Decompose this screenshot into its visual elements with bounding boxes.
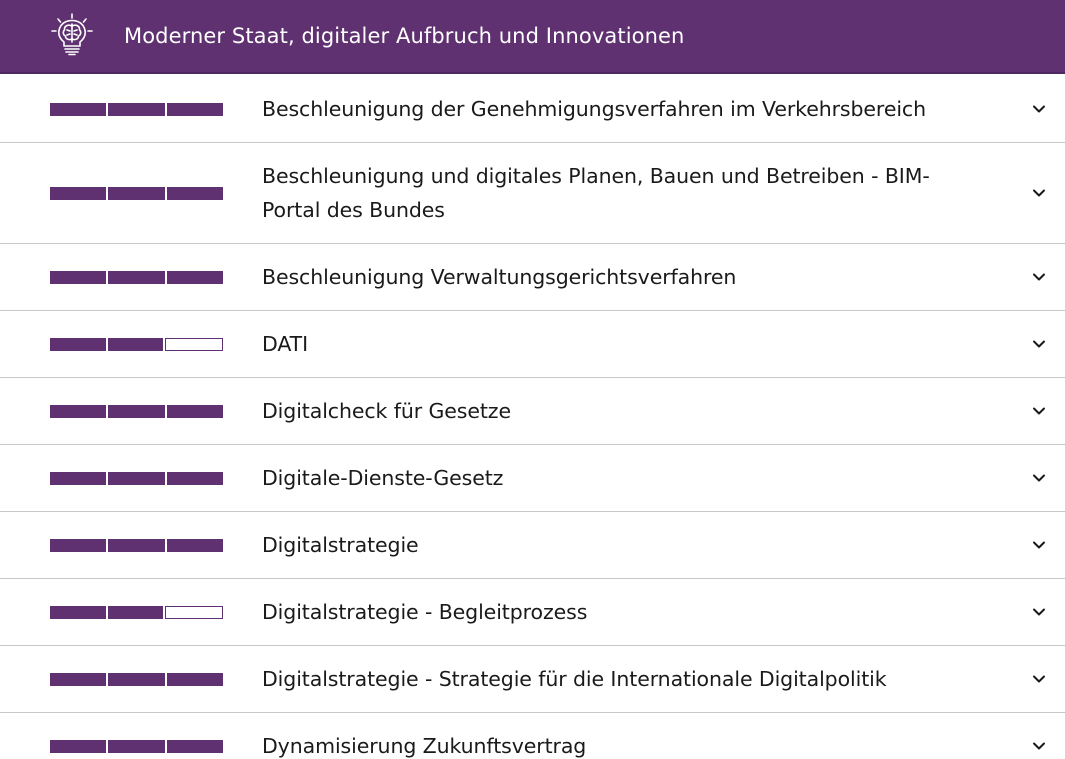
progress-segment-filled (166, 405, 223, 418)
list-item[interactable]: Digitalstrategie (0, 512, 1065, 579)
progress-segment-filled (108, 673, 165, 686)
progress-indicator (50, 673, 223, 686)
chevron-down-icon[interactable] (1031, 470, 1047, 486)
list-item[interactable]: Digitale-Dienste-Gesetz (0, 445, 1065, 512)
list-item-label: Beschleunigung und digitales Planen, Bau… (262, 164, 930, 222)
progress-segment-filled (50, 338, 106, 351)
list-item-label: Dynamisierung Zukunftsvertrag (262, 734, 587, 758)
chevron-down-icon[interactable] (1031, 738, 1047, 754)
progress-segment-filled (108, 271, 165, 284)
list-item-label: Beschleunigung der Genehmigungsverfahren… (262, 97, 926, 121)
progress-segment-empty (165, 606, 224, 619)
progress-indicator (50, 187, 223, 200)
progress-segment-filled (166, 740, 223, 753)
list-item[interactable]: Digitalstrategie - Begleitprozess (0, 579, 1065, 646)
progress-segment-filled (50, 539, 107, 552)
progress-segment-filled (166, 271, 223, 284)
list-item-label: Digitalstrategie - Strategie für die Int… (262, 667, 887, 691)
list-item[interactable]: Beschleunigung und digitales Planen, Bau… (0, 143, 1065, 244)
section-header[interactable]: Moderner Staat, digitaler Aufbruch und I… (0, 0, 1065, 74)
list-item[interactable]: Dynamisierung Zukunftsvertrag (0, 713, 1065, 759)
progress-indicator (50, 405, 223, 418)
list-item[interactable]: Digitalcheck für Gesetze (0, 378, 1065, 445)
progress-segment-filled (107, 606, 164, 619)
progress-indicator (50, 539, 223, 552)
progress-segment-filled (50, 673, 107, 686)
chevron-down-icon[interactable] (1031, 101, 1047, 117)
chevron-down-icon[interactable] (1031, 604, 1047, 620)
progress-indicator (50, 338, 224, 351)
progress-segment-filled (50, 271, 107, 284)
progress-segment-filled (166, 673, 223, 686)
progress-segment-filled (107, 338, 164, 351)
progress-segment-filled (108, 539, 165, 552)
progress-indicator (50, 103, 223, 116)
progress-segment-filled (108, 187, 165, 200)
progress-segment-filled (50, 472, 107, 485)
list-item-label: Digitale-Dienste-Gesetz (262, 466, 504, 490)
chevron-down-icon[interactable] (1031, 269, 1047, 285)
progress-segment-filled (50, 405, 107, 418)
list-item[interactable]: Digitalstrategie - Strategie für die Int… (0, 646, 1065, 713)
progress-segment-filled (166, 472, 223, 485)
list-item[interactable]: Beschleunigung der Genehmigungsverfahren… (0, 76, 1065, 143)
progress-segment-filled (166, 103, 223, 116)
chevron-down-icon[interactable] (1031, 185, 1047, 201)
list-item[interactable]: DATI (0, 311, 1065, 378)
list-item-label: Digitalstrategie (262, 533, 419, 557)
chevron-down-icon[interactable] (1031, 403, 1047, 419)
progress-segment-filled (108, 740, 165, 753)
project-list: Beschleunigung der Genehmigungsverfahren… (0, 76, 1065, 759)
progress-indicator (50, 472, 223, 485)
progress-indicator (50, 740, 223, 753)
chevron-down-icon[interactable] (1031, 671, 1047, 687)
progress-indicator (50, 606, 224, 619)
progress-segment-filled (50, 103, 107, 116)
list-item-label: Beschleunigung Verwaltungsgerichtsverfah… (262, 265, 737, 289)
progress-segment-filled (50, 740, 107, 753)
list-item-label: Digitalstrategie - Begleitprozess (262, 600, 588, 624)
progress-segment-filled (108, 103, 165, 116)
lightbulb-brain-icon (51, 13, 93, 56)
progress-segment-filled (108, 472, 165, 485)
progress-segment-filled (50, 606, 106, 619)
progress-segment-filled (50, 187, 107, 200)
progress-indicator (50, 271, 223, 284)
progress-segment-filled (166, 187, 223, 200)
chevron-down-icon[interactable] (1031, 537, 1047, 553)
progress-segment-filled (108, 405, 165, 418)
section-title: Moderner Staat, digitaler Aufbruch und I… (124, 24, 685, 48)
list-item-label: DATI (262, 332, 309, 356)
progress-segment-empty (165, 338, 224, 351)
progress-segment-filled (166, 539, 223, 552)
list-item-label: Digitalcheck für Gesetze (262, 399, 511, 423)
chevron-down-icon[interactable] (1031, 336, 1047, 352)
list-item[interactable]: Beschleunigung Verwaltungsgerichtsverfah… (0, 244, 1065, 311)
